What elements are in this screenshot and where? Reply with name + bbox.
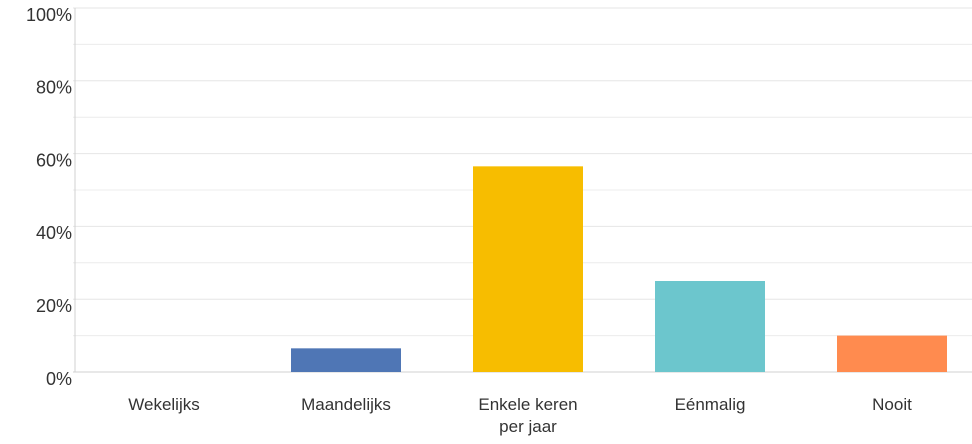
x-tick-label: Enkele keren per jaar: [478, 395, 578, 436]
bar: [291, 348, 401, 372]
y-tick-label: 20%: [36, 296, 72, 316]
y-tick-label: 40%: [36, 223, 72, 243]
x-tick-label: Maandelijks: [301, 395, 391, 414]
y-tick-label: 80%: [36, 78, 72, 98]
x-tick-label: Eénmalig: [674, 395, 746, 414]
y-tick-label: 60%: [36, 150, 72, 170]
bar: [837, 335, 947, 372]
x-tick-label: Nooit: [872, 395, 912, 414]
bar: [655, 281, 765, 372]
bar: [473, 166, 583, 372]
x-tick-label: Wekelijks: [128, 395, 200, 414]
y-tick-label: 0%: [46, 369, 72, 389]
y-tick-label: 100%: [26, 5, 72, 25]
